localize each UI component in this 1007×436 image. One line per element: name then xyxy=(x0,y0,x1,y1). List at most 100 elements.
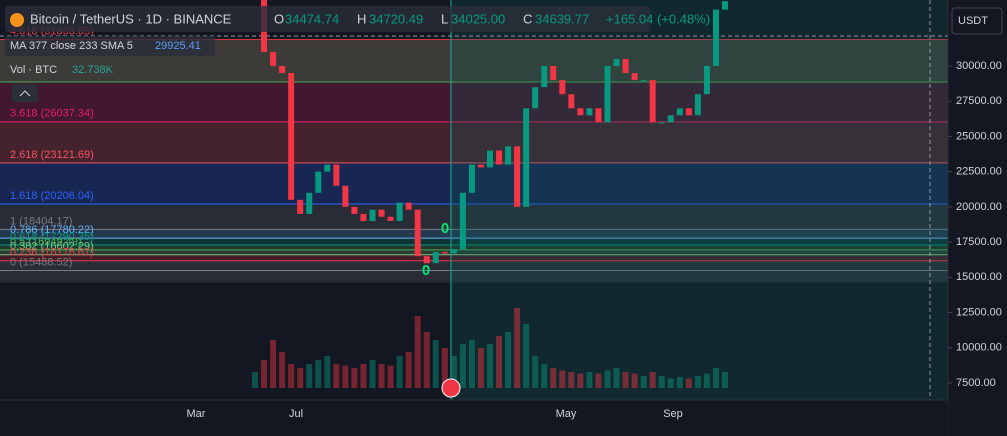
volume-bar xyxy=(658,376,665,388)
volume-bar xyxy=(477,348,484,388)
volume-bar xyxy=(378,364,385,388)
candle xyxy=(523,108,530,207)
symbol[interactable]: Bitcoin / TetherUS · 1D · BINANCE xyxy=(30,11,232,26)
candle xyxy=(595,108,602,123)
candle xyxy=(496,150,503,165)
fib-label: 0.236 (16176.61) xyxy=(10,247,94,259)
candle xyxy=(351,206,358,214)
fib-band xyxy=(0,260,948,271)
fib-label: 3.618 (26037.34) xyxy=(10,108,94,120)
volume-bar xyxy=(432,340,439,388)
y-tick-label: 12500.00 xyxy=(956,306,1002,318)
candle xyxy=(586,108,593,116)
candle xyxy=(306,192,313,214)
l-label: L xyxy=(441,11,448,26)
annotation: 0 xyxy=(441,220,449,237)
fib-label: 1 (18404.17) xyxy=(10,215,72,227)
price-axis xyxy=(948,0,1007,436)
fib-band xyxy=(0,249,948,255)
candle xyxy=(541,66,548,88)
y-tick-label: 22500.00 xyxy=(956,166,1002,178)
h-label: H xyxy=(357,11,366,26)
candle xyxy=(468,164,475,193)
volume-bar xyxy=(649,372,656,388)
x-tick-label: Sep xyxy=(663,408,683,420)
series: 00 xyxy=(252,0,728,388)
fib-band xyxy=(0,270,948,283)
o-label: O xyxy=(274,11,284,26)
currency[interactable]: USDT xyxy=(958,15,988,27)
volume-bar xyxy=(252,372,258,388)
close: 34639.77 xyxy=(535,11,589,26)
volume-bar xyxy=(423,332,430,388)
volume-bar xyxy=(450,356,457,388)
ma: MA 377 close 233 SMA 5 xyxy=(10,40,133,52)
candle xyxy=(459,192,466,250)
fib-label: 0.5 (16949.49) xyxy=(10,236,82,248)
currency-button[interactable] xyxy=(951,7,1003,35)
candle xyxy=(622,58,629,74)
volume-bar xyxy=(604,370,611,388)
candle xyxy=(550,66,557,81)
volume-bar xyxy=(703,373,710,388)
volume-bar xyxy=(559,370,566,388)
candle xyxy=(333,164,340,186)
volume-bar xyxy=(468,340,475,388)
time-axis xyxy=(0,400,948,436)
volume-bar xyxy=(297,368,304,388)
candle xyxy=(631,73,638,81)
candle xyxy=(685,108,692,116)
volume-bar xyxy=(595,373,602,388)
change: +165.04 (+0.48%) xyxy=(606,11,710,26)
fib-band xyxy=(0,254,948,261)
candle xyxy=(432,251,439,264)
candle xyxy=(487,150,493,168)
collapse-icon xyxy=(19,90,31,97)
volume-bar xyxy=(396,356,403,388)
event-flag[interactable] xyxy=(441,378,461,398)
y-tick-label: 25000.00 xyxy=(956,130,1002,142)
y-tick-label: 17500.00 xyxy=(956,236,1002,248)
right-zone xyxy=(450,0,948,400)
volume-bar xyxy=(640,376,647,388)
volume-bar xyxy=(631,373,638,388)
candle xyxy=(414,209,421,257)
fib-label: 0 (15488.52) xyxy=(10,256,72,268)
candle xyxy=(477,164,484,168)
y-tick-label: 30000.00 xyxy=(956,60,1002,72)
y-tick-label: 20000.00 xyxy=(956,201,1002,213)
candle xyxy=(604,66,611,123)
volume-bar xyxy=(505,332,512,388)
low: 34025.00 xyxy=(451,11,505,26)
y-tick-label: 10000.00 xyxy=(956,342,1002,354)
candle xyxy=(577,108,584,116)
vol: Vol · BTC xyxy=(10,64,57,76)
candle xyxy=(342,185,349,207)
volume-bar xyxy=(441,348,448,388)
volume-bar xyxy=(288,364,295,388)
fib-band xyxy=(0,245,948,250)
candle xyxy=(360,213,367,221)
annotation: 0 xyxy=(422,262,430,279)
fib-label: 0.618 (17290.35) xyxy=(10,231,94,243)
volume-bar xyxy=(586,372,593,388)
fib-band xyxy=(0,238,948,246)
volume-bar xyxy=(622,372,629,388)
volume-bar xyxy=(568,372,575,388)
volume-bar xyxy=(279,352,286,388)
volume-bar xyxy=(676,376,683,388)
collapse-button[interactable] xyxy=(12,84,38,102)
candle xyxy=(722,1,728,10)
fib-label: 0.786 (17780.22) xyxy=(10,224,94,236)
candle xyxy=(441,251,448,254)
candle xyxy=(667,115,674,123)
volume-bar xyxy=(667,378,674,388)
open: 34474.74 xyxy=(285,11,339,26)
candle xyxy=(297,199,304,214)
candle xyxy=(324,164,331,172)
candle xyxy=(505,146,512,165)
candle xyxy=(676,108,683,116)
high: 34720.49 xyxy=(369,11,423,26)
candle xyxy=(640,80,647,82)
